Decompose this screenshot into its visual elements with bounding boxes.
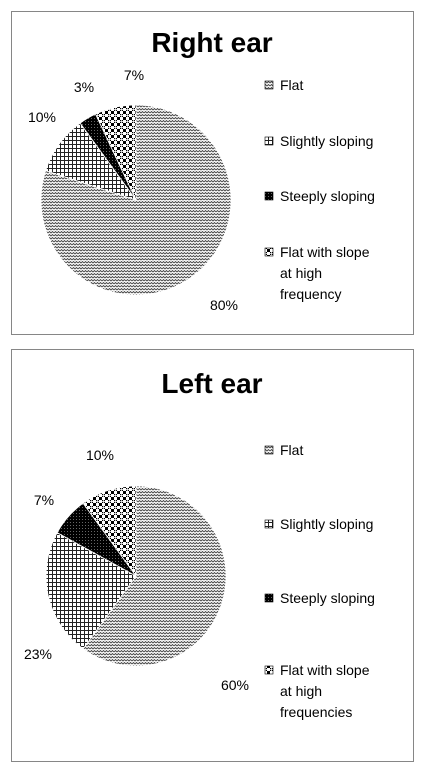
- data-label: 7%: [34, 492, 54, 508]
- data-label: 3%: [74, 79, 94, 95]
- left-ear-pie-chart: Left ear 60% 23% 7% 10% Flat Slightly sloping S…: [24, 368, 375, 720]
- left-ear-chart-panel: Left ear 60% 23% 7% 10% Flat Slightly sloping S…: [11, 349, 414, 762]
- pie-slice-flat: [82, 485, 227, 667]
- legend-swatch: [264, 136, 274, 146]
- data-label: 23%: [24, 646, 52, 662]
- legend-entry: Flat with slope at high frequencies: [280, 662, 370, 720]
- pie-slices: [40, 104, 232, 296]
- right-ear-chart-panel: Right ear 80% 10% 3% 7% Flat Slightly sloping S…: [11, 11, 414, 335]
- chart-title: Right ear: [151, 27, 272, 58]
- legend-entry: Flat: [280, 442, 303, 458]
- legend-swatch: [264, 519, 274, 529]
- data-label: 80%: [210, 297, 238, 313]
- pie-slices: [45, 485, 227, 667]
- legend-entry: Steeply sloping: [280, 590, 375, 606]
- data-label: 7%: [124, 67, 144, 83]
- data-label: 10%: [28, 109, 56, 125]
- legend-swatch: [264, 665, 274, 675]
- legend-swatch: [264, 445, 274, 455]
- legend-swatch: [264, 191, 274, 201]
- legend-entry: Slightly sloping: [280, 516, 373, 532]
- pie-slice-flat-with-slope-at-high-frequency: [95, 104, 137, 201]
- legend-entry: Flat: [280, 77, 303, 93]
- right-ear-pie-chart: Right ear 80% 10% 3% 7% Flat Slightly sloping S…: [28, 27, 375, 313]
- legend-entry: Flat with slope at high frequency: [280, 244, 370, 302]
- legend-swatch: [264, 247, 274, 257]
- data-label: 60%: [221, 677, 249, 693]
- pie-slice-flat-with-slope-at-high-frequencies: [82, 485, 137, 578]
- data-label: 10%: [86, 447, 114, 463]
- legend-entry: Slightly sloping: [280, 133, 373, 149]
- legend-swatch: [264, 593, 274, 603]
- legend-swatch: [264, 80, 274, 90]
- chart-title: Left ear: [161, 368, 262, 399]
- legend-entry: Steeply sloping: [280, 188, 375, 204]
- pie-slice-slightly-sloping: [45, 532, 137, 650]
